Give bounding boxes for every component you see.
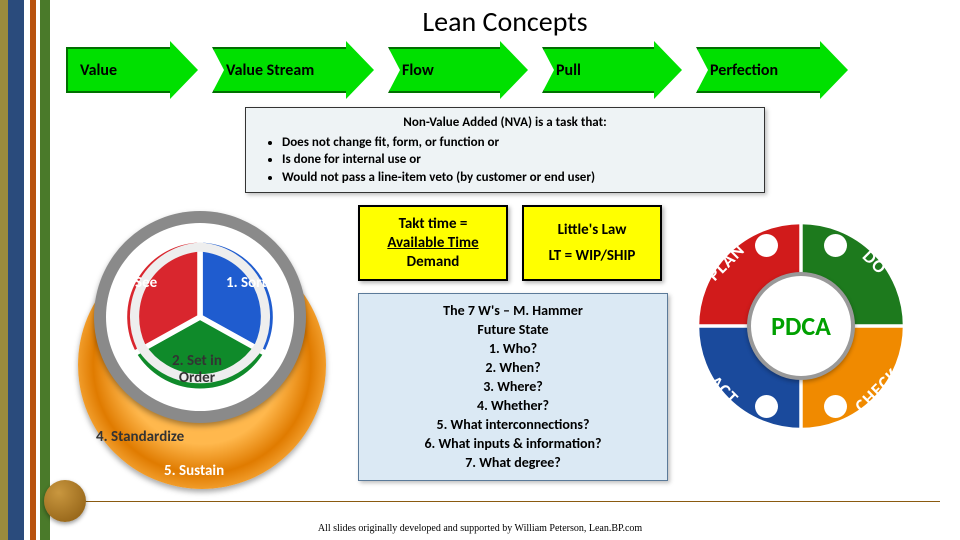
corner-circle-icon (44, 480, 86, 522)
pdca-center: PDCA (747, 272, 855, 380)
nva-box: Non-Value Added (NVA) is a task that: Do… (245, 107, 765, 193)
nva-bullet: Is done for internal use or (282, 151, 752, 169)
seven-w-item: 5. What interconnections? (371, 416, 655, 435)
seven-w-item: 3. Where? (371, 378, 655, 397)
page-title: Lean Concepts (60, 4, 950, 39)
arrow-flow: Flow (388, 47, 528, 93)
seven-w-box: The 7 W's – M. Hammer Future State 1. Wh… (358, 293, 668, 481)
label-sustain: 5. Sustain (164, 463, 224, 480)
label-standardize: 4. Standardize (96, 429, 184, 446)
nva-bullet: Would not pass a line-item veto (by cust… (282, 169, 752, 187)
nva-bullet: Does not change fit, form, or function o… (282, 134, 752, 152)
footer-text: All slides originally developed and supp… (0, 523, 960, 534)
arrow-value: Value (66, 47, 198, 93)
five-s-diagram: 3. See 1. Sort 2. Set in Order 4. Standa… (60, 205, 340, 495)
seven-w-item: 1. Who? (371, 340, 655, 359)
arrow-pull: Pull (542, 47, 682, 93)
arrow-perfection: Perfection (696, 47, 848, 93)
arrow-value-stream: Value Stream (212, 47, 374, 93)
footer-rule (64, 501, 940, 502)
seven-w-item: 6. What inputs & information? (371, 435, 655, 454)
seven-w-item: 7. What degree? (371, 454, 655, 473)
label-sort: 1. Sort (226, 275, 267, 292)
littles-box: Little's Law LT = WIP/SHIP (522, 205, 662, 281)
label-set: 2. Set in Order (172, 353, 222, 386)
seven-w-item: 4. Whether? (371, 397, 655, 416)
nva-title: Non-Value Added (NVA) is a task that: (258, 114, 752, 132)
seven-w-item: 2. When? (371, 359, 655, 378)
pdca-diagram: PDCA PLAN DO CHECK ACT (686, 211, 916, 441)
takt-box: Takt time = Available Time Demand (358, 205, 508, 281)
arrow-row: Value Value Stream Flow Pull Perfection (66, 47, 950, 93)
label-see: 3. See (120, 275, 157, 292)
